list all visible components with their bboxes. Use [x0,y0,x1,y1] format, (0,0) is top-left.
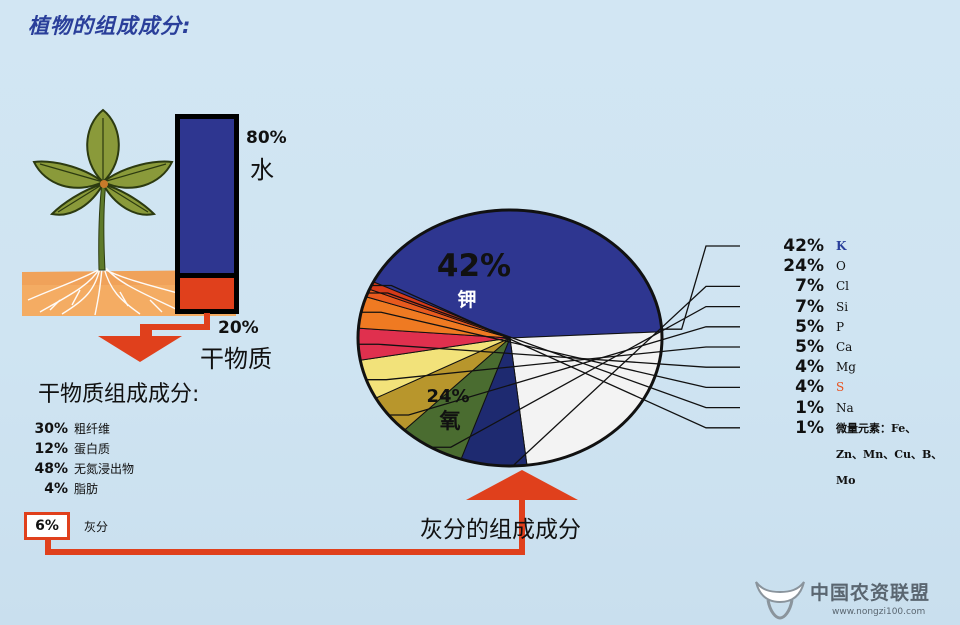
up-arrow-icon [466,470,578,500]
legend-symbol: S [836,380,845,395]
composition-row: 12% 蛋白质 [22,440,110,460]
legend-row: 5% P [740,317,844,337]
legend-row: 5% Ca [740,337,852,357]
legend-symbol: Cl [836,279,850,294]
composition-name: 无氮浸出物 [74,462,135,476]
logo-url: www.nongzi100.com [832,607,926,617]
logo-text: 中国农资联盟 [810,582,931,604]
down-arrow-icon [98,313,210,362]
legend-value: 5% [795,316,824,337]
composition-row: 48% 无氮浸出物 [22,460,134,480]
composition-value: 12% [34,441,68,457]
legend-row: 4% S [740,377,844,397]
composition-name: 蛋白质 [74,442,111,456]
composition-value: 4% [44,481,68,497]
dry-matter-percent: 20% [218,318,259,338]
legend-value: 4% [795,357,824,378]
legend-value: 1% [795,397,824,418]
pie-label-k-percent: 42% [437,248,511,284]
legend-row: 42% K [740,236,846,256]
composition-row: 30% 粗纤维 [22,420,110,440]
water-bar [180,119,234,273]
dry-matter-bar [180,278,234,309]
pie-label-o-name: 氧 [440,409,461,433]
legend-symbol: O [836,259,846,274]
legend-row: 4% Mg [740,357,856,377]
leader-line [366,346,740,381]
legend-row: 1% [740,418,836,438]
page-title: 植物的组成成分: [28,14,192,38]
legend-value: 7% [795,276,824,297]
pie-label-o-percent: 24% [426,386,469,407]
legend-symbol: P [836,319,845,334]
ash-composition-title: 灰分的组成成分 [420,517,581,543]
legend-value: 24% [783,256,824,277]
water-label: 水 [250,156,274,184]
legend-row: 1% Na [740,398,854,418]
composition-value: 30% [34,421,68,437]
watermark-logo: 中国农资联盟 www.nongzi100.com [752,576,957,622]
dry-matter-composition-title: 干物质组成成分: [38,382,200,407]
trace-elements-line-1: 微量元素：Fe、 [836,422,917,435]
leader-line [661,245,740,330]
legend-symbol: Mg [836,360,856,375]
composition-value: 48% [34,461,68,477]
legend-symbol: K [836,239,847,253]
ash-label: 灰分 [84,520,109,534]
legend-symbol: Si [836,299,849,314]
leader-line [388,326,740,416]
composition-name: 脂肪 [74,482,99,496]
legend-row: 7% Cl [740,276,849,296]
roots-icon [27,267,221,316]
pie-label-k-name: 钾 [457,288,476,311]
bull-logo-icon [755,581,805,620]
leader-line [493,285,740,466]
ash-percent-box: 6% [24,512,70,540]
dry-matter-label: 干物质 [200,345,272,373]
leader-line [367,292,740,409]
legend-value: 42% [783,236,824,256]
legend-value: 4% [795,377,824,398]
composition-row: 4% 脂肪 [22,480,98,500]
leader-line [358,343,740,368]
leader-line [430,305,740,448]
water-percent: 80% [246,128,287,148]
composition-name: 粗纤维 [74,422,111,436]
legend-value: 7% [795,296,824,317]
trace-elements-line-3: Mo [836,474,856,487]
legend-value: 5% [795,337,824,357]
leader-line [361,311,740,389]
trace-elements-line-2: Zn、Mn、Cu、B、 [836,448,943,461]
ash-connector-line [45,496,525,555]
legend-symbol: Ca [836,340,853,354]
legend-symbol: Na [836,400,854,415]
legend-row: 24% O [740,256,846,276]
legend-row: 7% Si [740,297,848,317]
leader-line [371,284,740,429]
legend-value: 1% [795,417,824,438]
pie-outline [356,208,664,468]
